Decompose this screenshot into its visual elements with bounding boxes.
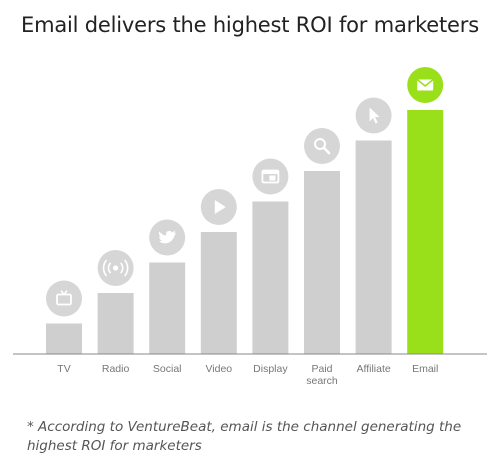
bar-tv (46, 323, 82, 354)
footnote: * According to VentureBeat, email is the… (27, 419, 462, 454)
tick-label: Social (153, 363, 182, 375)
chart-title: Email delivers the highest ROI for marke… (21, 13, 479, 37)
tick-label: Email (412, 363, 438, 375)
bar-social (149, 262, 186, 354)
tick-label: Paid search (306, 363, 338, 387)
magnifier-icon (304, 128, 340, 164)
play-icon (200, 189, 237, 225)
bar-radio (97, 293, 134, 354)
tick-label: Display (253, 363, 288, 375)
bar-affiliate (355, 140, 392, 354)
bar-display (252, 201, 289, 354)
bar-paid-search (304, 171, 340, 354)
bar-video (200, 232, 237, 354)
tick-label: Affiliate (356, 363, 390, 375)
tick-label: TV (57, 363, 70, 375)
tick-label: Video (205, 363, 232, 375)
display-window-icon (252, 158, 289, 195)
radio-broadcast-icon (97, 250, 134, 286)
tv-icon (46, 280, 82, 317)
envelope-icon (407, 67, 444, 103)
bar-chart: TV Radio Social Video Display Paid search Affil… (13, 67, 487, 387)
tick-label: Radio (102, 363, 130, 375)
bar-email (407, 110, 444, 354)
cursor-icon (355, 97, 392, 134)
twitter-bird-icon (149, 219, 186, 256)
